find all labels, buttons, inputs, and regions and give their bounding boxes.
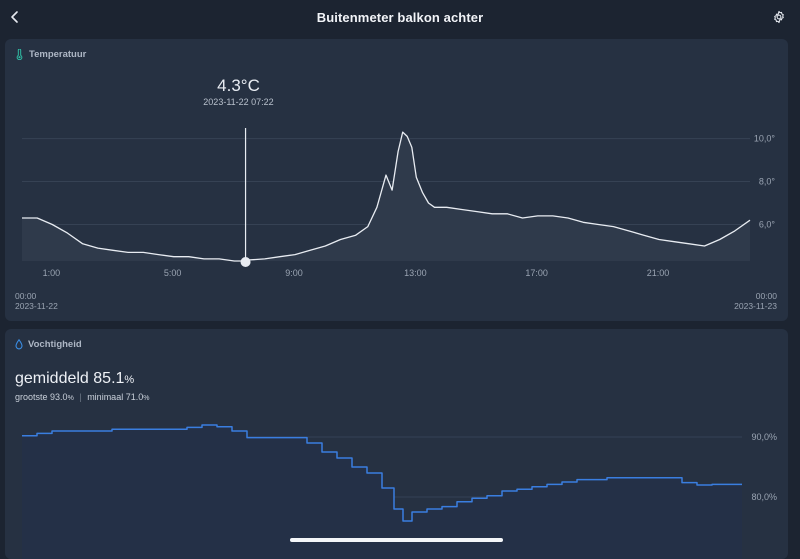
temperature-y-tick: 10,0°: [754, 134, 776, 144]
temperature-y-tick: 8,0°: [759, 177, 776, 187]
min-value: 71.0: [125, 392, 144, 402]
average-unit: %: [124, 374, 135, 386]
cursor-dot[interactable]: [240, 257, 251, 267]
humidity-card-header: Vochtigheid: [15, 339, 82, 350]
temperature-card-header: Temperatuur: [15, 49, 86, 60]
chevron-left-icon: [11, 11, 18, 23]
home-indicator: [290, 538, 503, 542]
temperature-series-line: [22, 131, 751, 262]
temperature-area-fill: [22, 132, 750, 261]
gear-icon: [774, 10, 784, 24]
humidity-card: Vochtigheid gemiddeld 85.1% grootste 93.…: [5, 329, 788, 559]
cursor-time: 2023-11-22 07:22: [203, 97, 274, 107]
range-end: 00:00 2023-11-23: [734, 291, 777, 311]
humidity-min-max: grootste 93.0% | minimaal 71.0%: [15, 392, 149, 402]
average-value: 85.1: [93, 370, 125, 387]
temperature-x-tick: 9:00: [285, 268, 303, 278]
thermometer-icon: [16, 49, 23, 60]
settings-button[interactable]: [768, 6, 790, 28]
average-label: gemiddeld: [15, 370, 89, 387]
humidity-series-line: [22, 424, 742, 522]
humidity-chart[interactable]: 90,0% 80,0%: [5, 329, 788, 559]
temperature-x-tick: 1:00: [43, 268, 61, 278]
range-start-time: 00:00: [15, 291, 37, 301]
temperature-card: Temperatuur 4.3°C 2023-11-22 07:22 1:00 5…: [5, 39, 788, 321]
humidity-card-title: Vochtigheid: [28, 339, 82, 350]
max-value: 93.0: [50, 392, 68, 402]
cursor-value: 4.3°C: [217, 76, 260, 95]
max-unit: %: [67, 395, 74, 402]
droplet-icon: [15, 339, 23, 350]
temperature-x-tick: 21:00: [647, 268, 670, 278]
min-unit: %: [143, 395, 150, 402]
humidity-y-tick: 80,0%: [751, 492, 777, 502]
back-button[interactable]: [4, 6, 26, 28]
temperature-chart[interactable]: 1:00 5:00 9:00 13:00 17:00 21:00 10,0° 8,0° 6,0…: [5, 39, 788, 321]
min-label: minimaal: [87, 392, 124, 402]
temperature-card-title: Temperatuur: [29, 49, 87, 60]
temperature-x-tick: 5:00: [164, 268, 182, 278]
separator: |: [79, 392, 82, 402]
range-start-date: 2023-11-22: [15, 301, 58, 311]
page-title: Buitenmeter balkon achter: [316, 9, 484, 25]
range-end-date: 2023-11-23: [734, 301, 777, 311]
range-end-time: 00:00: [755, 291, 777, 301]
temperature-x-tick: 13:00: [404, 268, 427, 278]
range-start: 00:00 2023-11-22: [15, 291, 58, 311]
humidity-area-fill: [22, 425, 742, 559]
max-label: grootste: [15, 392, 48, 402]
humidity-average: gemiddeld 85.1%: [15, 370, 134, 388]
temperature-x-tick: 17:00: [525, 268, 548, 278]
top-bar: Buitenmeter balkon achter: [0, 0, 800, 34]
humidity-y-tick: 90,0%: [751, 432, 777, 442]
temperature-y-tick: 6,0°: [759, 219, 776, 229]
